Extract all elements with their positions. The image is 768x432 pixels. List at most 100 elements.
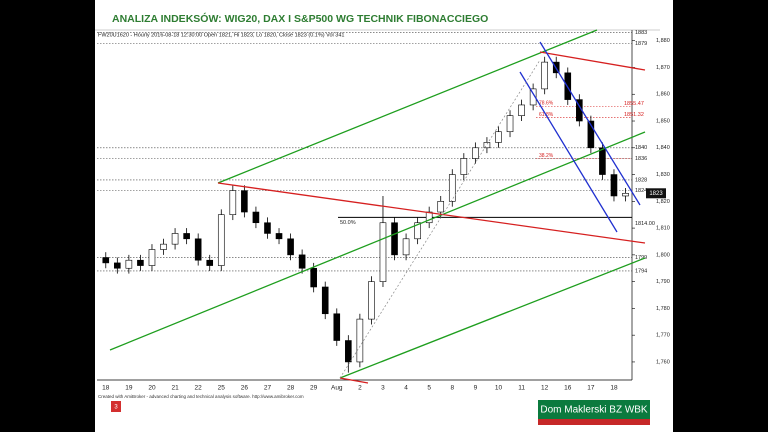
y-tick-label: 1,860 [656,92,670,98]
channel-line [109,131,646,351]
x-tick-label: 11 [518,385,525,392]
x-tick-label: 22 [195,385,203,392]
level-label: 1799 [635,255,647,261]
candle-body [275,233,283,240]
x-tick-label: 8 [450,385,454,392]
channel-line [539,41,641,206]
y-tick-label: 1,880 [656,38,670,44]
x-tick-label: 18 [102,385,110,392]
x-tick-label: 17 [587,385,595,392]
brand-box [538,400,650,419]
candle-body [160,243,167,250]
candle-body [241,190,248,213]
candle-body [414,222,421,240]
x-tick-label: 12 [541,385,549,392]
candle-body [229,190,237,216]
y-tick-label: 1,790 [656,279,670,285]
candle-body [622,192,629,197]
x-tick-label: 27 [264,385,272,392]
x-tick-label: 18 [610,385,618,392]
x-tick-label: 16 [564,385,572,392]
plot: 1,760 1,770 1,780 1,790 1,800 1,810 1,820 1,830… [97,30,670,392]
fib-label: 78.6% [539,101,554,107]
candle-body [345,340,352,363]
x-tick-label: 25 [218,385,226,392]
candle-body [529,88,537,106]
x-tick-label: 19 [125,385,133,392]
candle-body [448,174,456,202]
candle-body [541,61,548,90]
fib-label: 38.2% [539,153,554,159]
channel-line [217,182,646,244]
candle-body [460,158,468,175]
candle-body [252,211,260,224]
candle-body [483,142,491,149]
level-label: 1840 [635,145,647,151]
y-tick-label: 1,830 [656,172,670,178]
candle-body [472,147,479,159]
x-tick-label: 28 [287,385,295,392]
x-tick-label: 2 [358,385,362,392]
y-tick-label: 1,810 [656,226,670,232]
brand: Dom Maklerski BZ WBK [540,405,648,416]
candle-body [587,120,595,149]
fib-base-line [339,59,541,379]
x-tick-label: 26 [241,385,249,392]
candle-body [125,259,133,269]
x-tick-label: 3 [381,385,385,392]
candle-body [310,267,317,288]
channel-line [339,257,646,379]
candle-body [402,238,410,256]
candle-body [148,249,156,266]
page-number: 3 [114,405,118,411]
channel-line [339,377,369,384]
x-tick-label: 4 [404,385,408,392]
y-tick-label: 1,770 [656,333,670,339]
y-tick-label: 1,840 [656,145,670,151]
x-tick-label: 21 [171,385,179,392]
level-label: 1879 [635,41,647,47]
x-tick-label: 5 [427,385,431,392]
slide-title: ANALIZA INDEKSÓW: WIG20, DAX I S&P500 WG… [112,12,488,25]
x-tick-label: 20 [148,385,156,392]
channel-line [539,51,646,71]
page-badge [111,401,121,412]
candle-body [379,222,387,282]
candle-body [368,281,375,320]
candle-body [518,104,525,116]
candle-body [137,259,144,266]
y-tick-label: 1,780 [656,306,670,312]
credit-note: Created with AmiBroker - advanced charti… [98,394,304,399]
last-price: 1823 [649,191,663,197]
candle-body [610,174,618,197]
level-label: 1824 [635,188,647,194]
candle-body [102,257,110,264]
fib-price-label: 1855.47 [624,101,644,107]
candle-body [495,131,502,143]
candle-body [264,222,271,234]
candle-body [171,233,179,245]
candle-body [599,147,606,175]
candle-body [333,313,341,341]
y-tick-label: 1,820 [656,199,670,205]
support-label: 1814.00 [635,221,655,227]
candle-body [321,286,329,315]
x-tick-label: 10 [495,385,503,392]
level-label: 1828 [635,177,647,183]
level-label: 1794 [635,268,647,274]
y-tick-label: 1,850 [656,118,670,124]
channel-line [519,71,618,233]
slide-background [95,0,673,432]
y-tick-label: 1,800 [656,252,670,258]
candle-body [437,201,445,213]
trend-lines [109,29,646,384]
y-tick-label: 1,870 [656,65,670,71]
last-price-box [646,188,666,199]
level-label: 1883 [635,30,647,36]
chart-subtitle: FW20U1620 - Hourly 2016-08-18 12:30:00 O… [98,32,344,38]
candle-body [506,115,514,133]
candle-body [206,259,214,266]
channel-line [217,29,598,184]
candle-body [194,238,202,261]
